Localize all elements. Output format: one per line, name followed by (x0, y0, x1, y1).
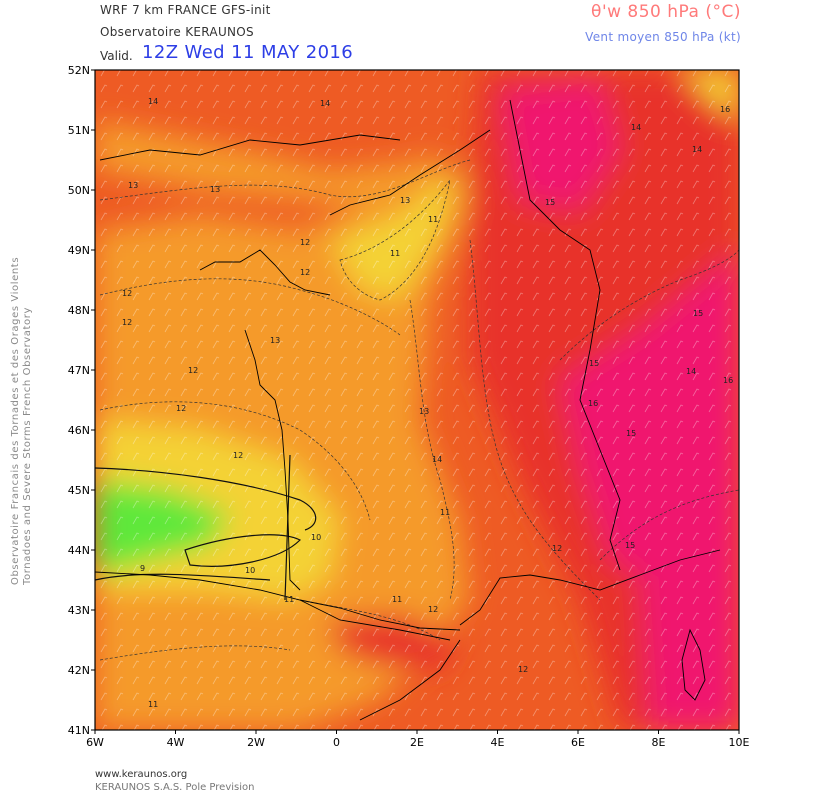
lat-label: 48N (68, 304, 90, 317)
contour-value-label: 11 (284, 595, 294, 604)
isotherm-13-central (409, 299, 455, 601)
border-spain (299, 599, 451, 641)
contour-value-label: 12 (300, 268, 310, 277)
lat-label: 42N (68, 664, 90, 677)
domain-boundary-line (284, 454, 291, 601)
contour-value-label: 14 (631, 123, 641, 132)
isotherm-15-east (559, 249, 739, 361)
contour-value-label: 16 (723, 376, 733, 385)
contour-value-label: 12 (122, 289, 132, 298)
contour-value-label: 13 (128, 181, 138, 190)
contour-value-label: 15 (589, 359, 599, 368)
lat-label: 49N (68, 244, 90, 257)
lat-label: 46N (68, 424, 90, 437)
lat-label: 51N (68, 124, 90, 137)
contour-value-label: 13 (270, 336, 280, 345)
contour-value-label: 15 (625, 541, 635, 550)
isotherm-16-se (599, 489, 739, 561)
isotherm-10-outer (95, 467, 317, 531)
lon-label: 2W (247, 736, 265, 749)
lon-label: 6W (86, 736, 104, 749)
wind-barbs (95, 70, 739, 730)
lat-label: 52N (68, 64, 90, 77)
lon-label: 8E (652, 736, 666, 749)
lon-label: 4E (491, 736, 505, 749)
lat-label: 41N (68, 724, 90, 737)
isotherm-14-east (469, 239, 601, 601)
footer-credit: KERAUNOS S.A.S. Pole Prevision (95, 782, 255, 793)
isotherm-10-inner (184, 534, 302, 567)
lat-label: 45N (68, 484, 90, 497)
lon-label: 10E (729, 736, 750, 749)
contour-value-label: 14 (432, 455, 442, 464)
field-layer: 14 14 13 13 13 12 12 12 11 11 10 10 9 13 12 12 11 12 14 14 1… (95, 70, 739, 730)
lat-label: 43N (68, 604, 90, 617)
contour-value-label: 10 (245, 566, 255, 575)
contour-value-label: 14 (692, 145, 702, 154)
contour-value-label: 12 (176, 404, 186, 413)
border-east (509, 99, 621, 571)
isotherm-10-coast (95, 573, 271, 581)
contour-value-label: 16 (588, 399, 598, 408)
contour-value-label: 16 (720, 105, 730, 114)
contour-value-label: 15 (626, 429, 636, 438)
coast-bay-of-biscay (244, 329, 301, 591)
contour-value-label: 12 (552, 544, 562, 553)
contour-value-label: 13 (210, 185, 220, 194)
lon-label: 0 (333, 736, 340, 749)
contour-value-label: 12 (188, 366, 198, 375)
lat-label: 47N (68, 364, 90, 377)
lat-label: 44N (68, 544, 90, 557)
longitude-axis: 6W 4W 2W 0 2E 4E 6E 8E 10E (86, 730, 750, 749)
lon-label: 2E (410, 736, 424, 749)
contour-value-label: 12 (122, 318, 132, 327)
contour-value-label: 10 (311, 533, 321, 542)
isotherm-contours (99, 159, 739, 661)
contour-value-label: 12 (233, 451, 243, 460)
contour-value-label: 11 (440, 508, 450, 517)
contour-value-label: 9 (140, 564, 145, 573)
isotherm-solid (95, 454, 317, 601)
contour-value-label: 15 (693, 309, 703, 318)
contour-value-label: 11 (148, 700, 158, 709)
isotherm-12-west (99, 278, 401, 336)
contour-value-label: 13 (400, 196, 410, 205)
isotherm-11-loire (339, 179, 451, 301)
lon-label: 6E (571, 736, 585, 749)
parameter-title: θ'w 850 hPa (°C) (591, 2, 741, 22)
contour-value-label: 11 (390, 249, 400, 258)
contour-value-label: 13 (419, 407, 429, 416)
coast-corsica (681, 628, 706, 701)
valid-time: 12Z Wed 11 MAY 2016 (142, 42, 354, 63)
model-title: WRF 7 km FRANCE GFS-init (100, 3, 271, 17)
isotherm-12-biscay (99, 401, 371, 521)
valid-label: Valid. (100, 49, 133, 63)
contour-value-label: 12 (428, 605, 438, 614)
coast-england (99, 134, 401, 161)
contour-value-label: 12 (518, 665, 528, 674)
contour-value-label: 15 (545, 198, 555, 207)
isotherm-11-sw (99, 645, 291, 661)
coast-catalonia (359, 639, 461, 721)
lon-label: 4W (167, 736, 185, 749)
latitude-axis: 52N 51N 50N 49N 48N 47N 46N 45N 44N 43N 42N 41N (68, 64, 95, 737)
coast-brittany (199, 249, 331, 296)
coast-mediterranean (459, 549, 721, 626)
footer-url[interactable]: www.keraunos.org (95, 769, 188, 780)
isotherm-13-north (99, 159, 471, 201)
contour-value-label: 11 (392, 595, 402, 604)
wind-subtitle: Vent moyen 850 hPa (kt) (585, 30, 741, 44)
contour-value-label: 14 (320, 99, 330, 108)
organization-name: Observatoire KERAUNOS (100, 25, 254, 39)
contour-value-label: 14 (148, 97, 158, 106)
contour-value-label: 14 (686, 367, 696, 376)
contour-value-label: 12 (300, 238, 310, 247)
coast-channel (329, 129, 491, 216)
contour-labels: 14 14 13 13 13 12 12 12 11 11 10 10 9 13 12 12 11 12 14 14 1… (122, 97, 733, 709)
coastlines (95, 99, 721, 721)
lat-label: 50N (68, 184, 90, 197)
contour-value-label: 11 (428, 215, 438, 224)
